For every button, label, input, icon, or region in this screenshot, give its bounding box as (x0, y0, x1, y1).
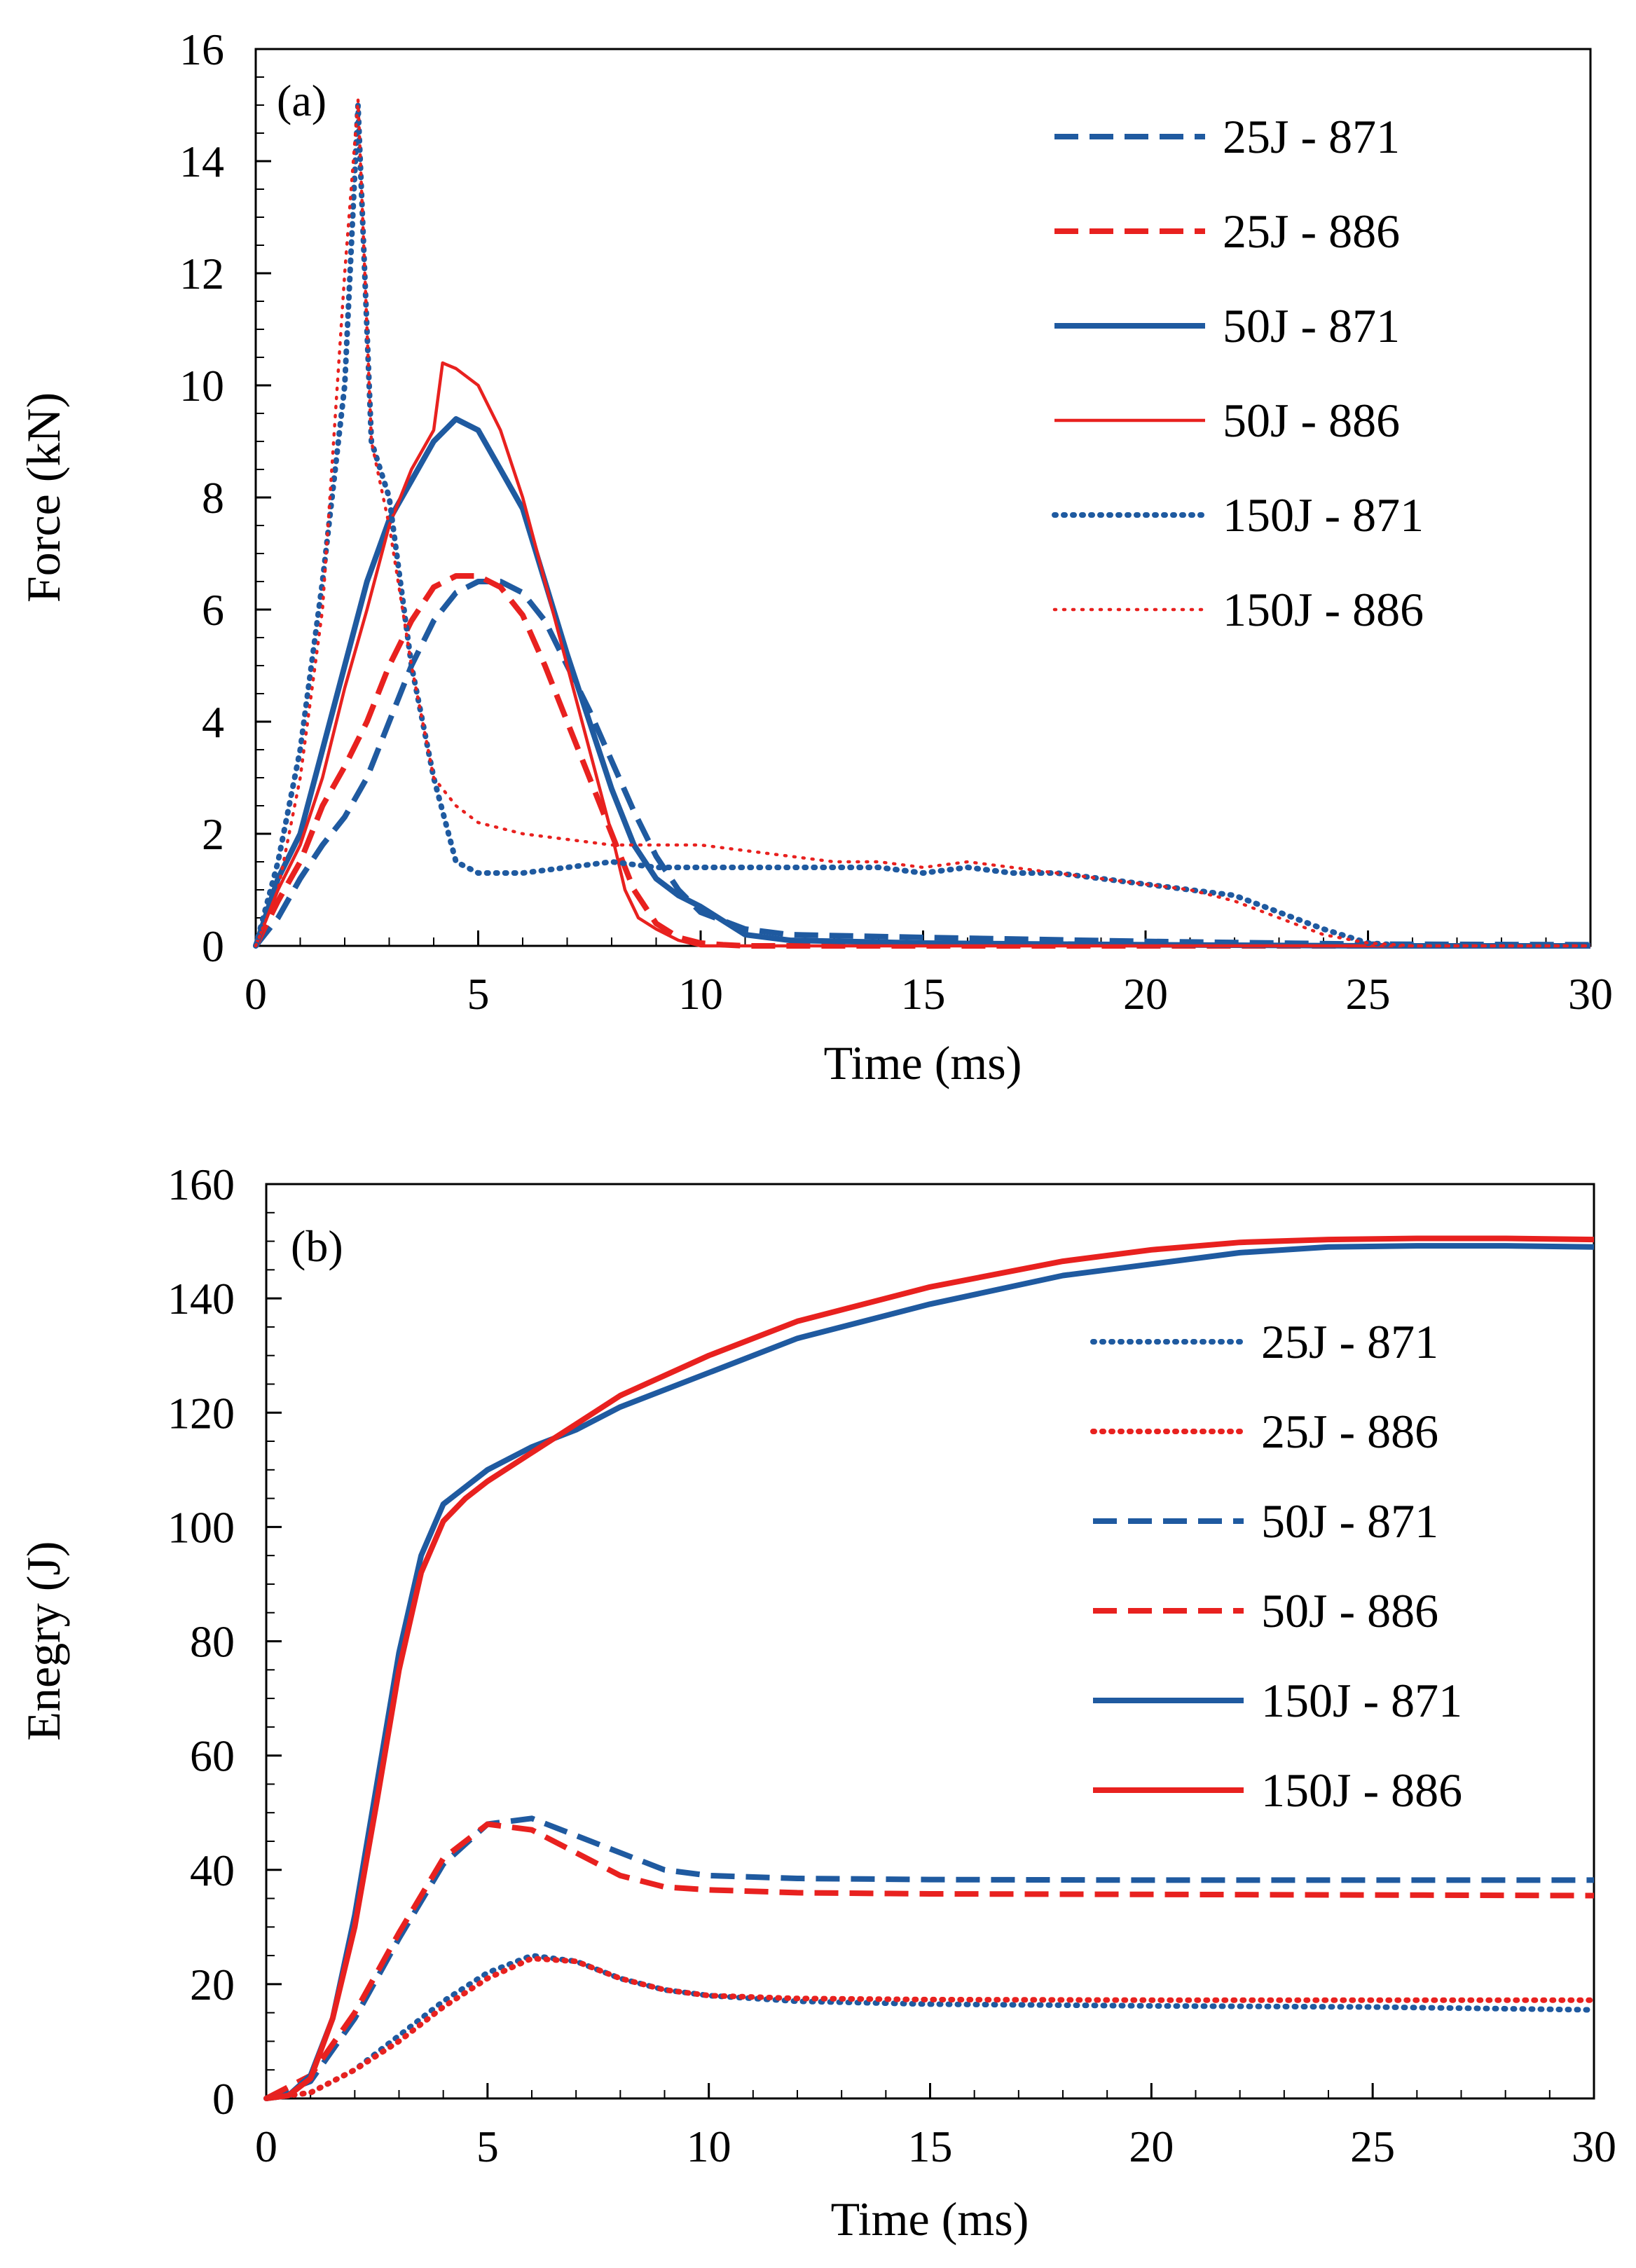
x-tick-label: 15 (901, 969, 946, 1019)
x-tick-label: 0 (245, 969, 267, 1019)
x-tick-label: 10 (687, 2122, 731, 2171)
legend-label: 25J - 886 (1261, 1405, 1438, 1458)
x-tick-label: 20 (1123, 969, 1168, 1019)
y-tick-label: 14 (179, 137, 224, 186)
legend-label: 150J - 871 (1261, 1674, 1462, 1727)
x-tick-label: 0 (255, 2122, 277, 2171)
legend-label: 50J - 886 (1261, 1584, 1438, 1637)
y-tick-label: 6 (202, 585, 224, 635)
y-axis-label-a: Force (kN) (17, 392, 70, 603)
series-group-a (253, 97, 1593, 949)
y-tick-label: 0 (202, 921, 224, 971)
x-ticks-b: 0 5 10 15 20 25 30 (255, 2083, 1616, 2171)
y-tick-label: 40 (190, 1846, 235, 1895)
y-tick-label: 2 (202, 809, 224, 859)
legend-label: 50J - 871 (1261, 1494, 1438, 1548)
y-tick-label: 60 (190, 1731, 235, 1781)
y-tick-label: 160 (167, 1160, 235, 1209)
series-line (253, 102, 1593, 949)
y-ticks-a: 0 2 4 6 8 10 12 14 16 (179, 25, 271, 971)
panel-label-b: (b) (291, 1221, 343, 1271)
x-tick-label: 5 (467, 969, 490, 1019)
series-line (254, 361, 1590, 948)
y-tick-label: 20 (190, 1960, 235, 2009)
x-tick-label: 5 (476, 2122, 499, 2171)
y-tick-label: 8 (202, 473, 224, 523)
x-axis-label-a: Time (ms) (824, 1036, 1022, 1090)
x-tick-label: 30 (1572, 2122, 1616, 2171)
y-tick-label: 140 (167, 1274, 235, 1324)
legend-label: 25J - 871 (1261, 1315, 1438, 1368)
x-ticks-a: 0 5 10 15 20 25 30 (245, 930, 1613, 1019)
series-line (265, 1821, 1595, 2101)
x-tick-label: 15 (908, 2122, 953, 2171)
x-tick-label: 10 (678, 969, 723, 1019)
series-line (263, 1956, 1597, 2101)
series-line (266, 1235, 1595, 2101)
y-tick-label: 0 (212, 2074, 235, 2124)
legend-label: 150J - 886 (1223, 583, 1424, 636)
series-group-b (263, 1235, 1597, 2101)
y-ticks-b: 0 20 40 60 80 100 120 140 160 (167, 1160, 282, 2124)
legend-label: 25J - 871 (1223, 110, 1400, 163)
x-tick-label: 25 (1346, 969, 1391, 1019)
legend-label: 150J - 886 (1261, 1764, 1462, 1817)
legend-b: 25J - 871 25J - 886 50J - 871 50J - 886 150J… (1090, 1315, 1462, 1817)
series-line (254, 97, 1593, 948)
legend-a: 25J - 871 25J - 886 50J - 871 50J - 886 150J… (1052, 110, 1424, 636)
panel-label-a: (a) (277, 76, 326, 125)
y-tick-label: 12 (179, 249, 224, 298)
x-tick-label: 20 (1129, 2122, 1174, 2171)
legend-label: 50J - 886 (1223, 394, 1400, 447)
y-tick-label: 16 (179, 25, 224, 74)
y-tick-label: 4 (202, 697, 224, 747)
y-tick-label: 10 (179, 361, 224, 411)
legend-label: 50J - 871 (1223, 299, 1400, 352)
x-tick-label: 25 (1350, 2122, 1395, 2171)
series-line (253, 579, 1591, 948)
series-line (265, 1815, 1594, 2101)
y-tick-label: 120 (167, 1388, 235, 1438)
x-tick-label: 30 (1568, 969, 1613, 1019)
y-tick-label: 80 (190, 1617, 235, 1667)
y-axis-label-b: Enegry (J) (17, 1541, 70, 1740)
x-axis-label-b: Time (ms) (831, 2192, 1029, 2246)
legend-label: 150J - 871 (1223, 488, 1424, 542)
legend-label: 25J - 886 (1223, 205, 1400, 258)
y-tick-label: 100 (167, 1502, 235, 1552)
chart-panel-b: 0 20 40 60 80 100 120 140 160 0 5 10 15 20 25 30 25J -… (17, 1160, 1616, 2246)
